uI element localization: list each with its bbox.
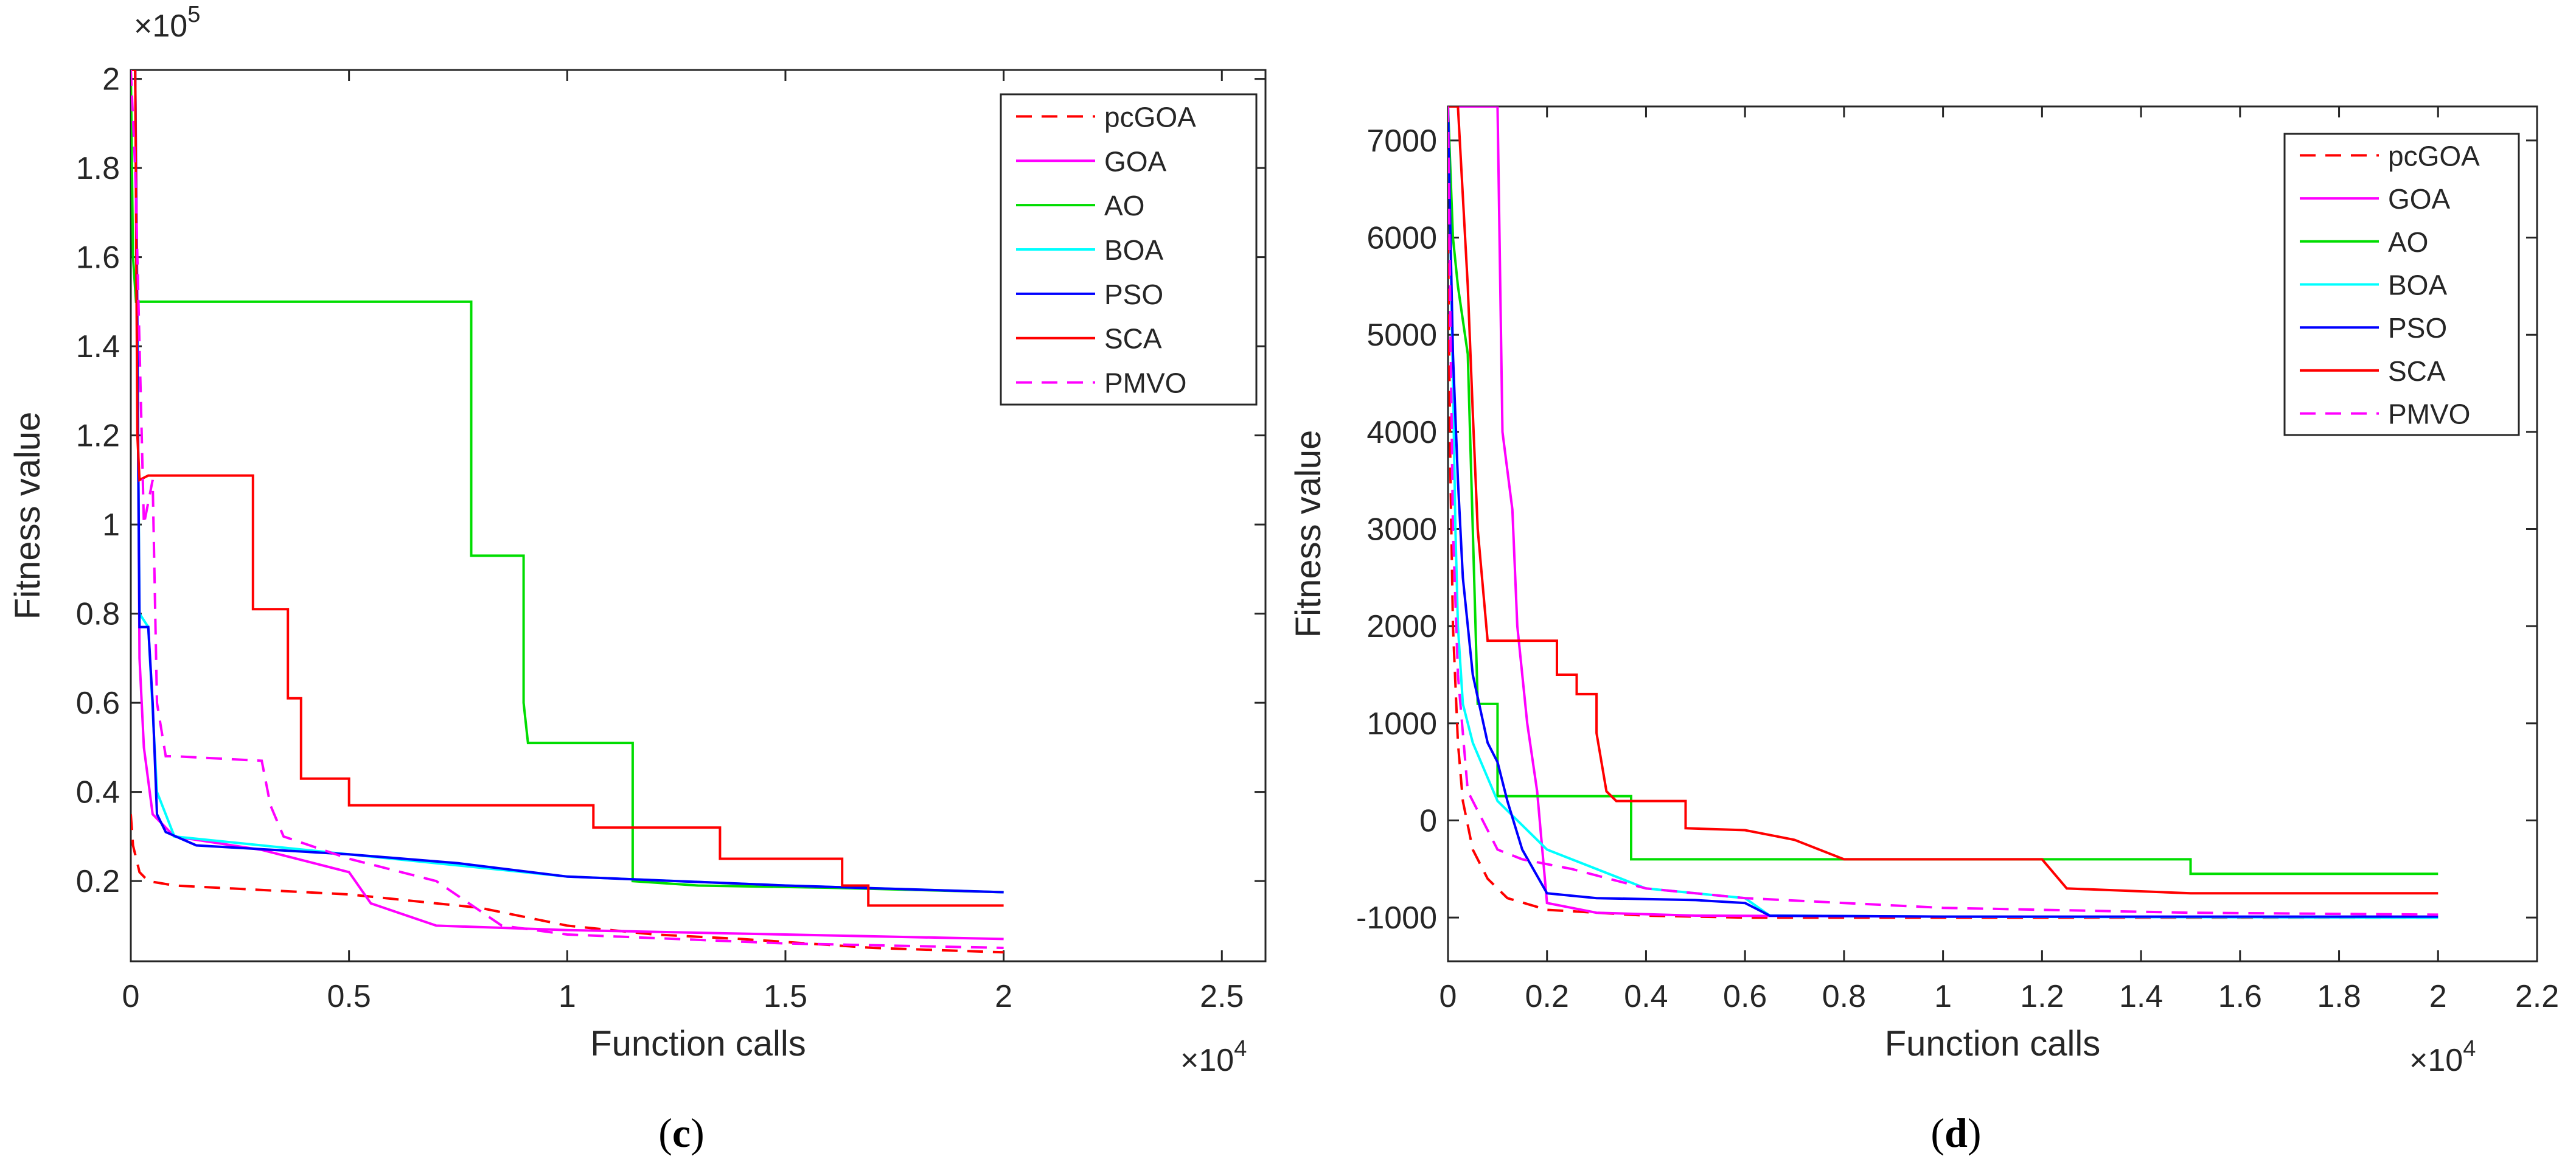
series-line-pmvo: [131, 70, 1004, 949]
y-tick-label: 1.2: [76, 419, 120, 454]
legend-label-pso: PSO: [1104, 279, 1163, 310]
legend-label-pmvo: PMVO: [1104, 367, 1186, 399]
x-tick-label: 1.8: [2317, 979, 2361, 1014]
legend-label-sca: SCA: [1104, 323, 1162, 355]
y-tick-label: 1: [102, 507, 120, 543]
legend-label-pmvo: PMVO: [2388, 399, 2470, 430]
series-group: [1448, 106, 2438, 919]
y-axis-exponent-power: 5: [187, 2, 200, 27]
legend-label-boa: BOA: [2388, 270, 2447, 301]
y-tick-label: 0: [1419, 803, 1437, 838]
y-axis-label: Fitness value: [8, 412, 47, 620]
legend: pcGOA GOA AO BOA PSO SCA PMVO: [2283, 133, 2520, 436]
x-tick-label: 1: [559, 979, 576, 1014]
x-tick-label: 1.6: [2218, 979, 2262, 1014]
legend: pcGOA GOA AO BOA PSO SCA PMVO: [1000, 93, 1258, 406]
caption-close: ): [1968, 1110, 1982, 1156]
y-tick-label: 0.4: [76, 775, 120, 810]
legend-label-sca: SCA: [2388, 355, 2446, 387]
legend-label-ao: AO: [2388, 226, 2428, 258]
chart-panel-c: 0 0.5 1 1.5 2 2.5 0.2 0.4 0.6 0.8 1 1.2 1.4 1.6 1.8 2 Fu…: [8, 2, 1267, 1156]
chart-panel-d: 0 0.2 0.4 0.6 0.8 1 1.2 1.4 1.6 1.8 2 2.2 -1000 0 1000…: [1289, 105, 2559, 1156]
legend-label-pso: PSO: [2388, 312, 2447, 344]
series-line-sca: [131, 70, 1004, 907]
series-line-sca: [1448, 106, 2438, 895]
series-group: [131, 70, 1004, 954]
x-tick-label: 0.2: [1525, 979, 1569, 1014]
series-line-goa: [1448, 106, 2438, 919]
series-line-ao: [1448, 106, 2438, 875]
series-line-ao: [131, 70, 1004, 894]
caption-open: (: [658, 1110, 672, 1156]
series-line-pso: [131, 70, 1004, 894]
y-axis-exponent: ×105: [134, 2, 200, 44]
x-tick-label: 2.5: [1200, 979, 1244, 1014]
legend-label-boa: BOA: [1104, 234, 1163, 266]
series-line-pcgoa: [1448, 237, 2438, 919]
x-tick-label: 0: [122, 979, 140, 1014]
y-tick-label: 0.6: [76, 686, 120, 721]
x-axis-label: Function calls: [590, 1024, 806, 1063]
caption-open: (: [1930, 1110, 1944, 1156]
x-tick-label: 2.2: [2515, 979, 2559, 1014]
y-tick-label: 0.8: [76, 597, 120, 632]
y-tick-label: 2: [102, 62, 120, 97]
series-line-goa: [131, 70, 1004, 941]
y-tick-label: 1000: [1366, 706, 1437, 742]
x-tick-label: 0: [1439, 979, 1457, 1014]
y-tick-label: 2000: [1366, 609, 1437, 644]
y-tick-label: 1.8: [76, 151, 120, 186]
x-tick-label: 1.5: [764, 979, 807, 1014]
y-tick-label: -1000: [1356, 900, 1437, 936]
y-tick-label: 4000: [1366, 415, 1437, 450]
y-axis-label: Fitness value: [1289, 430, 1328, 638]
caption-letter: c: [672, 1110, 691, 1156]
plot-area: [1447, 105, 2538, 962]
x-tick-label: 1: [1934, 979, 1952, 1014]
y-tick-label: 5000: [1366, 318, 1437, 353]
legend-label-pcgoa: pcGOA: [2388, 140, 2480, 172]
x-axis-label: Function calls: [1885, 1024, 2101, 1063]
y-tick-label: 3000: [1366, 512, 1437, 548]
series-line-pso: [1448, 106, 2438, 918]
x-tick-label: 0.4: [1624, 979, 1668, 1014]
series-line-pcgoa: [131, 814, 1004, 954]
x-tick-label: 0.8: [1822, 979, 1866, 1014]
y-tick-label: 0.2: [76, 864, 120, 899]
x-axis-exponent: ×104: [2409, 1036, 2476, 1078]
series-line-boa: [131, 70, 1004, 894]
y-tick-label: 7000: [1366, 124, 1437, 159]
y-tick-label: 1.4: [76, 329, 120, 364]
panel-caption: (c): [658, 1110, 705, 1156]
plot-area: [130, 69, 1267, 962]
panel-caption: (d): [1930, 1110, 1981, 1156]
x-tick-label: 1.4: [2119, 979, 2163, 1014]
legend-label-goa: GOA: [1104, 145, 1167, 177]
y-tick-label: 1.6: [76, 240, 120, 276]
x-tick-label: 2: [995, 979, 1012, 1014]
series-line-pmvo: [1448, 106, 2438, 916]
x-tick-label: 1.2: [2020, 979, 2064, 1014]
legend-label-goa: GOA: [2388, 183, 2451, 215]
x-tick-label: 0.6: [1723, 979, 1767, 1014]
y-tick-label: 6000: [1366, 221, 1437, 256]
x-tick-label: 2: [2429, 979, 2447, 1014]
x-axis-exponent: ×104: [1180, 1036, 1247, 1078]
caption-letter: d: [1944, 1110, 1968, 1156]
x-axis-exponent-power: 4: [1234, 1036, 1247, 1062]
caption-close: ): [691, 1110, 705, 1156]
legend-label-ao: AO: [1104, 190, 1144, 221]
x-tick-label: 0.5: [327, 979, 371, 1014]
x-axis-exponent-power: 4: [2463, 1036, 2476, 1062]
legend-label-pcgoa: pcGOA: [1104, 101, 1196, 133]
